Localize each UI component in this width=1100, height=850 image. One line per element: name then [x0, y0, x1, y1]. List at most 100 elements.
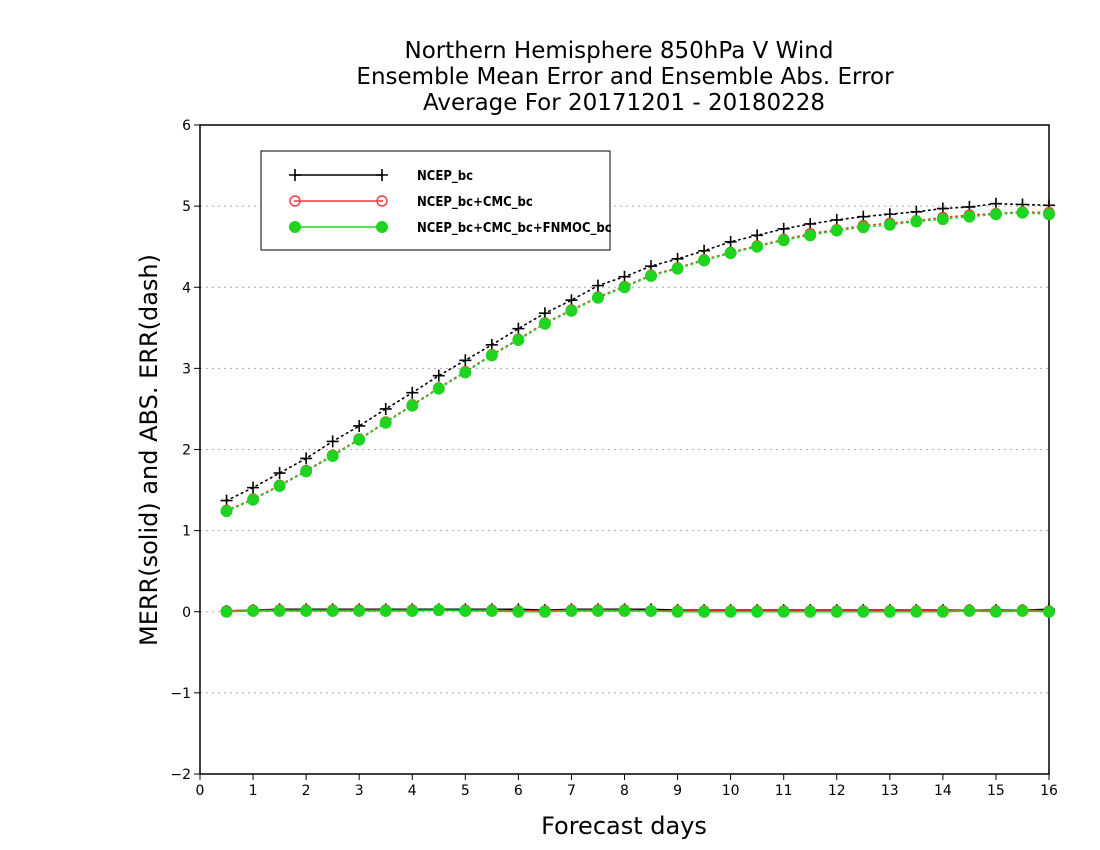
- mean-err-point: [936, 605, 949, 618]
- x-tick-label: 6: [514, 783, 523, 799]
- abs-err-point: [724, 247, 737, 260]
- y-tick-label: 2: [182, 443, 191, 459]
- x-tick-label: 4: [408, 783, 417, 799]
- mean-err-point: [353, 604, 366, 617]
- abs-err-point: [618, 281, 631, 294]
- x-tick-label: 15: [987, 783, 1005, 799]
- mean-err-point: [698, 605, 711, 618]
- legend-label: NCEP_bc+CMC_bc: [417, 195, 533, 210]
- abs-err-point: [698, 254, 711, 267]
- abs-err-point: [220, 494, 233, 507]
- mean-err-point: [804, 605, 817, 618]
- abs-err-point: [300, 465, 313, 478]
- x-tick-label: 9: [673, 783, 682, 799]
- abs-err-point: [406, 399, 419, 412]
- mean-err-point: [857, 605, 870, 618]
- abs-err-point: [565, 294, 578, 307]
- y-tick-label: −2: [170, 767, 191, 783]
- mean-err-point: [406, 604, 419, 617]
- x-tick-label: 8: [620, 783, 629, 799]
- chart-title-line-1: Northern Hemisphere 850hPa V Wind: [405, 38, 834, 64]
- abs-err-point: [777, 222, 790, 235]
- y-axis: 6 5 4 3 2 1 0 −1 −2: [170, 118, 200, 783]
- abs-err-point: [1016, 206, 1029, 219]
- abs-err-point: [671, 262, 684, 275]
- chart-title-line-2: Ensemble Mean Error and Ensemble Abs. Er…: [356, 64, 894, 90]
- legend: NCEP_bc NCEP_bc+CMC_bc NCEP_bc+CMC_bc+FNMO…: [260, 150, 612, 251]
- abs-err-point: [379, 416, 392, 429]
- abs-err-point: [910, 215, 923, 228]
- abs-err-point: [300, 452, 313, 465]
- abs-err-point: [379, 402, 392, 415]
- abs-err-point: [963, 210, 976, 223]
- x-axis: 0 1 2 3 4 5 6 7 8 9 10 11 12 13 14 15 16: [196, 774, 1058, 799]
- legend-marker: [376, 169, 388, 181]
- abs-err-point: [936, 213, 949, 226]
- legend-item: NCEP_bc: [289, 169, 473, 184]
- legend-label: NCEP_bc+CMC_bc+FNMOC_bc: [417, 221, 612, 236]
- abs-err-point: [406, 386, 419, 399]
- x-tick-label: 7: [567, 783, 576, 799]
- mean-err-point: [432, 604, 445, 617]
- abs-err-point: [989, 197, 1002, 210]
- legend-marker: [376, 221, 388, 233]
- abs-err-point: [353, 419, 366, 432]
- abs-err-point: [645, 269, 658, 282]
- mean-err-point: [565, 604, 578, 617]
- x-tick-label: 13: [881, 783, 899, 799]
- series-3: [220, 206, 1055, 618]
- abs-err-point: [353, 433, 366, 446]
- legend-marker: [289, 221, 301, 233]
- mean-err-point: [485, 604, 498, 617]
- y-tick-label: 5: [182, 199, 191, 215]
- y-tick-label: 0: [182, 605, 191, 621]
- y-tick-label: 6: [182, 118, 191, 134]
- abs-err-point: [777, 234, 790, 247]
- legend-label: NCEP_bc: [417, 169, 473, 184]
- abs-err-line: [225, 211, 1050, 512]
- abs-err-point: [618, 270, 631, 283]
- x-tick-label: 5: [461, 783, 470, 799]
- y-axis-label: MERR(solid) and ABS. ERR(dash): [135, 254, 163, 646]
- x-tick-label: 2: [302, 783, 311, 799]
- abs-err-point: [485, 349, 498, 362]
- y-tick-label: 1: [182, 524, 191, 540]
- abs-err-point: [485, 338, 498, 351]
- x-axis-label: Forecast days: [541, 812, 707, 840]
- mean-err-point: [830, 605, 843, 618]
- abs-err-point: [247, 493, 260, 506]
- abs-err-point: [830, 213, 843, 226]
- mean-err-point: [220, 605, 233, 618]
- abs-err-point: [724, 235, 737, 248]
- mean-err-point: [459, 604, 472, 617]
- chart-title-line-3: Average For 20171201 - 20180228: [423, 90, 825, 116]
- mean-err-point: [751, 605, 764, 618]
- mean-err-point: [538, 605, 551, 618]
- mean-err-point: [247, 604, 260, 617]
- mean-err-point: [273, 604, 286, 617]
- x-tick-label: 3: [355, 783, 364, 799]
- mean-err-point: [512, 605, 525, 618]
- legend-marker: [289, 195, 301, 207]
- legend-marker: [289, 169, 301, 181]
- x-tick-label: 1: [249, 783, 258, 799]
- abs-err-line: [225, 211, 1050, 512]
- x-tick-label: 11: [775, 783, 793, 799]
- abs-err-point: [326, 435, 339, 448]
- y-tick-label: 3: [182, 361, 191, 377]
- abs-err-point: [857, 221, 870, 234]
- abs-err-point: [591, 291, 604, 304]
- mean-err-point: [300, 604, 313, 617]
- mean-err-point: [379, 604, 392, 617]
- abs-err-point: [220, 505, 233, 518]
- abs-err-point: [751, 240, 764, 253]
- mean-err-point: [591, 604, 604, 617]
- y-tick-label: −1: [170, 686, 191, 702]
- abs-err-point: [538, 317, 551, 330]
- x-tick-label: 12: [828, 783, 846, 799]
- abs-err-point: [273, 480, 286, 493]
- x-tick-label: 0: [196, 783, 205, 799]
- mean-err-point: [989, 605, 1002, 618]
- abs-err-point: [830, 224, 843, 237]
